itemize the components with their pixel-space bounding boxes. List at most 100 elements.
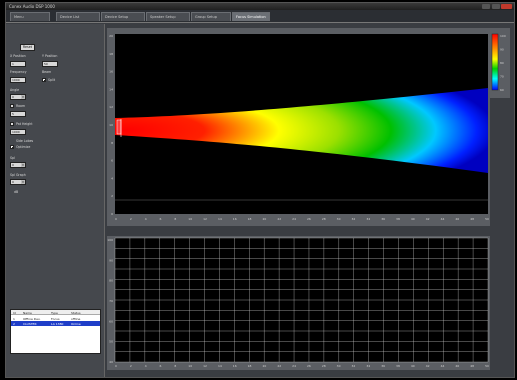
title-bar: Conex Audio DSP 1000 [6, 3, 514, 10]
x-tick-label: 42 [426, 217, 430, 221]
spl-dropdown[interactable]: 0 ▾ [10, 162, 26, 168]
tab-device-list[interactable]: Device List [56, 12, 100, 21]
pattern-label: Pat Height [16, 122, 33, 126]
list-item[interactable]: 1 Offline Dev. Focus offline [11, 316, 100, 321]
beam-shape [115, 88, 488, 173]
x-axis-ticks: 0 2 4 6 8 10 12 14 16 18 20 22 24 26 28 30 32 34 36 38 40 42 4… [115, 217, 489, 221]
y-tick-label: 6 [111, 159, 113, 163]
pattern-checkbox[interactable] [10, 122, 14, 126]
listbox-header: Id Name Type Status [11, 310, 100, 315]
spl-graph-dropdown[interactable]: 0 ▾ [10, 179, 26, 185]
row-status: Online [71, 321, 81, 326]
graph-y-ticks: 100 90 80 70 60 50 40 [107, 238, 113, 364]
graph-x-tick-label: 28 [322, 364, 326, 368]
graph-y-tick-label: 60 [109, 319, 113, 323]
y-tick-label: 4 [111, 176, 113, 180]
beam-split-checkbox[interactable] [42, 78, 46, 82]
reset-button[interactable]: Reset [20, 44, 35, 51]
optimize-checkbox[interactable] [10, 145, 14, 149]
col-status-header[interactable]: Status [71, 310, 81, 315]
y-tick-label: 0 [111, 212, 113, 216]
close-button[interactable] [501, 4, 512, 9]
x-position-field[interactable]: 1 [10, 61, 26, 67]
x-tick-label: 12 [203, 217, 207, 221]
tab-group-setup[interactable]: Group Setup [191, 12, 231, 21]
tab-menu[interactable]: Menu [10, 12, 50, 21]
x-position-label: X Position [10, 54, 26, 58]
x-tick-label: 14 [218, 217, 222, 221]
graph-y-tick-label: 70 [109, 299, 113, 303]
x-tick-label: 48 [470, 217, 474, 221]
col-name-header[interactable]: Name [23, 310, 32, 315]
room-field[interactable]: 5 [10, 111, 26, 117]
row-id: 1 [13, 316, 15, 321]
y-tick-label: 10 [109, 123, 113, 127]
frequency-label: Frequency [10, 70, 27, 74]
spl-graph-label: Spl Graph [10, 173, 26, 177]
x-tick-label: 36 [381, 217, 385, 221]
graph-x-tick-label: 26 [307, 364, 311, 368]
device-listbox[interactable]: Id Name Type Status 1 Offline Dev. Focus… [10, 309, 101, 354]
color-scale-tick-label: 60 [500, 88, 504, 92]
list-item-selected[interactable]: 2 CLUSTER LA 1380 Online [11, 321, 100, 326]
tab-speaker-setup[interactable]: Speaker Setup [146, 12, 190, 21]
x-tick-label: 34 [366, 217, 370, 221]
room-checkbox[interactable] [10, 104, 14, 108]
spl-value: 0 [12, 163, 14, 167]
graph-x-tick-label: 48 [470, 364, 474, 368]
graph-x-tick-label: 44 [441, 364, 445, 368]
x-tick-label: 32 [352, 217, 356, 221]
x-tick-label: 16 [233, 217, 237, 221]
spl-graph-value: 0 [12, 180, 14, 184]
x-tick-label: 4 [145, 217, 147, 221]
x-tick-label: 18 [248, 217, 252, 221]
color-scale-tick-label: 70 [500, 75, 504, 79]
graph-x-ticks: 0 2 4 6 8 10 12 14 16 18 20 22 24 26 28 30 32 34 36 38 40 42 4… [115, 364, 489, 368]
x-tick-label: 26 [307, 217, 311, 221]
y-tick-label: 8 [111, 141, 113, 145]
beam-label: Beam [42, 70, 52, 74]
db-label: dB [14, 190, 19, 194]
graph-x-tick-label: 42 [426, 364, 430, 368]
optimize-label: Optimize [16, 145, 31, 149]
row-type: Focus [51, 316, 60, 321]
x-tick-label: 28 [322, 217, 326, 221]
pattern-field[interactable]: 1000 [10, 129, 26, 135]
graph-x-tick-label: 24 [292, 364, 296, 368]
spl-field-plot: 20 18 16 14 12 10 8 6 4 2 0 0 2 4 6 8 10 12 14 16 18 20 22 24 2… [107, 28, 490, 226]
graph-x-tick-label: 36 [381, 364, 385, 368]
y-position-field[interactable]: 50 [42, 61, 58, 67]
chevron-down-icon: ▾ [21, 180, 25, 184]
room-label: Room [16, 104, 26, 108]
y-position-label: Y Position [42, 54, 58, 58]
graph-x-tick-label: 12 [203, 364, 207, 368]
graph-x-tick-label: 2 [130, 364, 132, 368]
maximize-button[interactable] [492, 4, 500, 9]
graph-x-tick-label: 50 [485, 364, 489, 368]
x-tick-label: 30 [337, 217, 341, 221]
graph-x-tick-label: 40 [411, 364, 415, 368]
col-type-header[interactable]: Type [51, 310, 58, 315]
x-tick-label: 24 [292, 217, 296, 221]
row-id: 2 [13, 321, 15, 326]
y-tick-label: 18 [109, 52, 113, 56]
y-tick-label: 16 [109, 70, 113, 74]
frequency-field[interactable]: 1000 [10, 77, 26, 83]
graph-x-tick-label: 18 [248, 364, 252, 368]
graph-y-tick-label: 90 [109, 258, 113, 262]
minimize-button[interactable] [482, 4, 490, 9]
tab-focus-simulation[interactable]: Focus Simulation [232, 12, 270, 21]
row-status: offline [71, 316, 81, 321]
y-tick-label: 14 [109, 87, 113, 91]
y-tick-label: 12 [109, 105, 113, 109]
graph-x-tick-label: 46 [455, 364, 459, 368]
tab-device-setup[interactable]: Device Setup [101, 12, 145, 21]
col-id-header[interactable]: Id [13, 310, 16, 315]
graph-x-tick-label: 20 [262, 364, 266, 368]
graph-y-tick-label: 50 [109, 340, 113, 344]
color-scale-tick-label: 80 [500, 61, 504, 65]
angle-dropdown[interactable]: 0 ▾ [10, 94, 26, 100]
